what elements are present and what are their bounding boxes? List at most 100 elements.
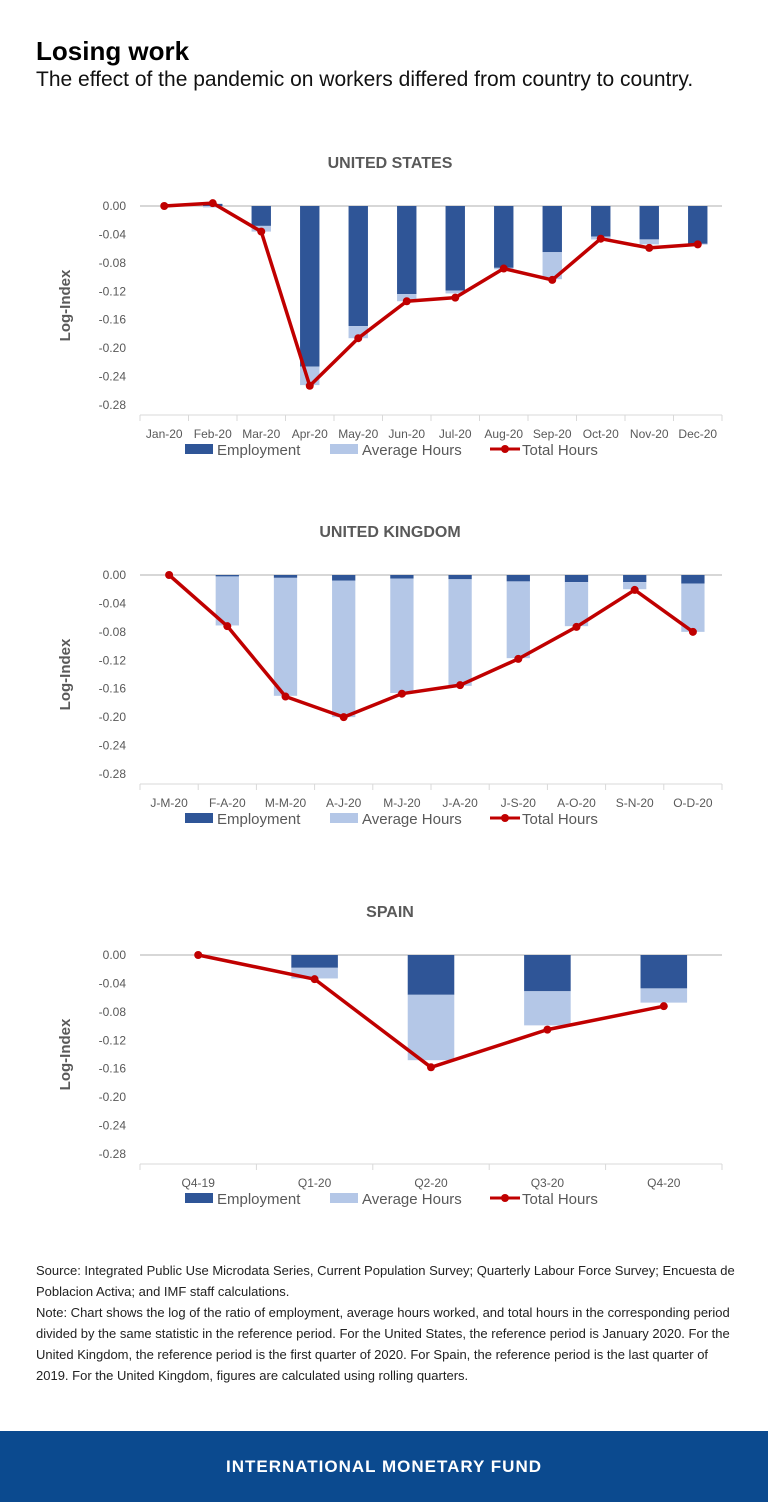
- point-total-hours: [194, 951, 203, 959]
- methodology-note: Note: Chart shows the log of the ratio o…: [36, 1305, 730, 1383]
- bar-average-hours: [639, 239, 659, 245]
- y-tick-label: -0.28: [99, 1147, 127, 1161]
- legend-label-average-hours: Average Hours: [362, 1191, 462, 1208]
- bar-employment: [251, 206, 271, 226]
- y-tick-label: -0.24: [99, 1119, 127, 1133]
- x-tick-label: Nov-20: [630, 427, 669, 441]
- bar-employment: [542, 206, 562, 253]
- bar-average-hours: [640, 988, 688, 1003]
- point-total-hours: [257, 227, 266, 236]
- y-tick-label: -0.20: [99, 710, 127, 724]
- bar-employment: [681, 575, 705, 584]
- x-tick-label: Q2-20: [414, 1176, 448, 1190]
- x-tick-label: Jan-20: [146, 427, 183, 441]
- point-total-hours: [688, 627, 697, 636]
- legend-label-employment: Employment: [217, 1191, 301, 1208]
- y-axis-label: Log-Index: [57, 269, 74, 341]
- x-tick-label: Q4-19: [182, 1176, 216, 1190]
- legend-swatch-employment: [185, 444, 213, 454]
- y-tick-label: -0.28: [99, 398, 127, 412]
- bar-employment: [639, 206, 659, 240]
- y-tick-label: -0.04: [99, 227, 127, 241]
- bar-employment: [407, 955, 455, 995]
- bar-employment: [445, 206, 465, 291]
- legend-label-total-hours: Total Hours: [522, 1191, 598, 1208]
- bar-average-hours: [273, 577, 298, 696]
- point-total-hours: [499, 264, 508, 273]
- point-total-hours: [223, 622, 232, 631]
- bar-employment: [591, 206, 611, 237]
- chart-united-states: UNITED STATES Log-Index 0.00 -0.04 -0.08 -0.1…: [57, 155, 723, 459]
- y-tick-label: -0.16: [99, 682, 127, 696]
- bar-employment: [564, 575, 589, 583]
- y-tick-label: -0.08: [99, 256, 127, 270]
- x-tick-label: Aug-20: [484, 427, 523, 441]
- y-tick-label: -0.24: [99, 370, 127, 384]
- line-total-hours: [167, 573, 694, 719]
- legend-label-employment: Employment: [217, 811, 301, 828]
- x-tick-label: Jun-20: [388, 427, 425, 441]
- x-tick-label: Mar-20: [242, 427, 280, 441]
- bar-employment: [291, 955, 338, 968]
- x-tick-label: M-M-20: [265, 796, 307, 810]
- y-tick-label: 0.00: [103, 948, 127, 962]
- bar-average-hours: [506, 581, 530, 659]
- legend-label-average-hours: Average Hours: [362, 811, 462, 828]
- bar-average-hours: [681, 583, 705, 632]
- page-subtitle: The effect of the pandemic on workers di…: [36, 68, 694, 91]
- x-tick-label: Feb-20: [194, 427, 232, 441]
- legend-marker-total-hours: [501, 445, 509, 453]
- point-total-hours: [281, 692, 290, 701]
- y-tick-label: -0.16: [99, 313, 127, 327]
- y-tick-label: -0.04: [99, 596, 127, 610]
- bar-employment: [506, 575, 530, 582]
- x-tick-label: S-N-20: [616, 796, 654, 810]
- point-total-hours: [354, 334, 363, 343]
- chart-title: UNITED STATES: [328, 155, 453, 172]
- bar-average-hours: [448, 579, 472, 686]
- bar-employment: [332, 575, 356, 581]
- x-tick-label: Jul-20: [439, 427, 472, 441]
- y-tick-label: -0.12: [99, 284, 127, 298]
- point-total-hours: [572, 622, 581, 631]
- bar-employment: [524, 955, 571, 992]
- bar-average-hours: [623, 582, 647, 590]
- bar-employment: [448, 575, 472, 580]
- chart-united-kingdom: UNITED KINGDOM Log-Index 0.00 -0.04 -0.08 -0.…: [57, 524, 723, 828]
- y-axis-label: Log-Index: [57, 638, 74, 710]
- y-tick-label: -0.08: [99, 1005, 127, 1019]
- legend-label-total-hours: Total Hours: [522, 442, 598, 459]
- bar-employment: [623, 575, 647, 583]
- point-total-hours: [397, 689, 406, 698]
- legend-swatch-average-hours: [330, 813, 358, 823]
- bar-average-hours: [542, 252, 562, 280]
- point-total-hours: [645, 243, 654, 252]
- bar-average-hours: [407, 994, 455, 1061]
- page-title: Losing work: [36, 36, 190, 66]
- bar-employment: [397, 206, 417, 295]
- legend-label-employment: Employment: [217, 442, 301, 459]
- bar-average-hours: [564, 582, 589, 627]
- y-tick-label: -0.04: [99, 976, 127, 990]
- x-tick-label: J-A-20: [442, 796, 478, 810]
- x-tick-label: Oct-20: [583, 427, 619, 441]
- bar-employment: [300, 206, 320, 367]
- x-tick-label: O-D-20: [673, 796, 713, 810]
- bar-employment: [215, 575, 239, 577]
- legend-swatch-employment: [185, 813, 213, 823]
- point-total-hours: [548, 275, 557, 284]
- x-tick-label: J-M-20: [150, 796, 188, 810]
- legend-label-average-hours: Average Hours: [362, 442, 462, 459]
- point-total-hours: [543, 1025, 552, 1034]
- x-tick-label: A-O-20: [557, 796, 596, 810]
- point-total-hours: [402, 297, 411, 306]
- bar-employment: [640, 955, 688, 989]
- x-tick-label: Q4-20: [647, 1176, 681, 1190]
- point-total-hours: [659, 1002, 668, 1011]
- x-tick-label: Sep-20: [533, 427, 572, 441]
- legend-label-total-hours: Total Hours: [522, 811, 598, 828]
- y-tick-label: -0.28: [99, 767, 127, 781]
- legend-marker-total-hours: [501, 1194, 509, 1202]
- y-axis-label: Log-Index: [57, 1018, 74, 1090]
- point-total-hours: [596, 234, 605, 243]
